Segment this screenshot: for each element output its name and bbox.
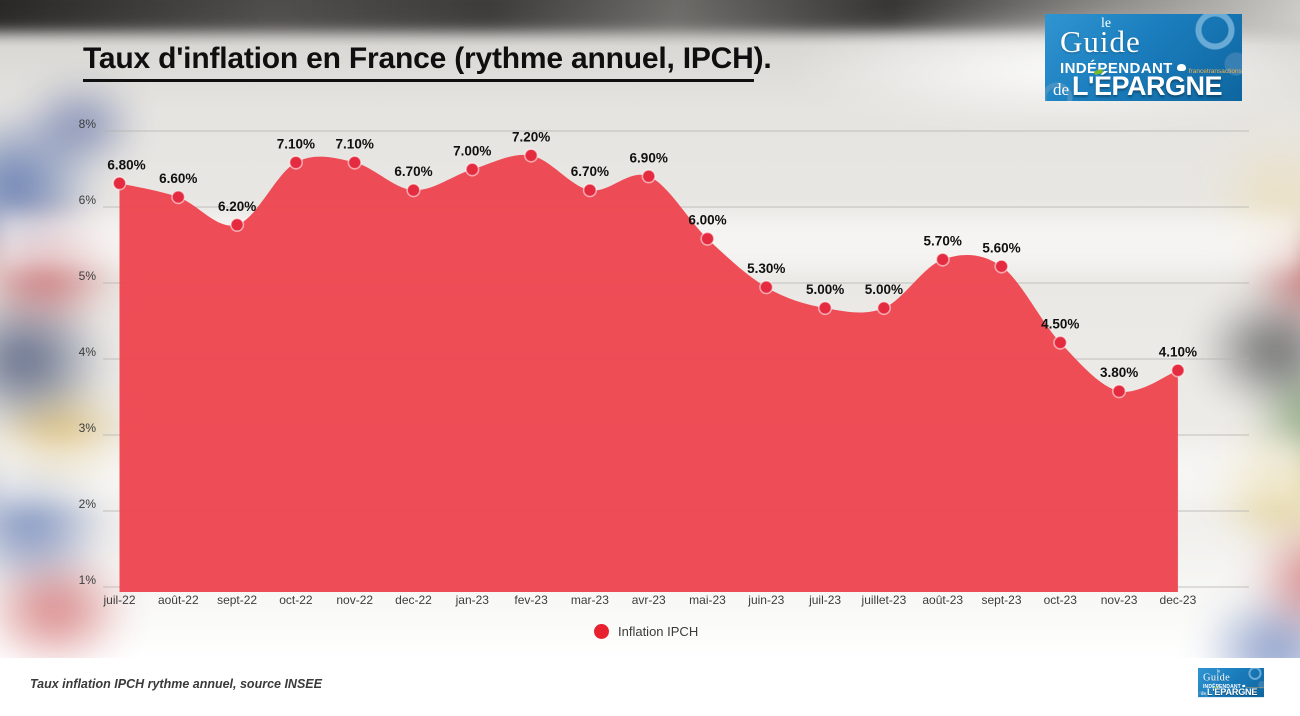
piggy-bank-icon	[1242, 684, 1246, 688]
x-tick-label: août-23	[922, 593, 963, 607]
logo-site-text: francetransactions.com	[1246, 686, 1264, 689]
x-tick-label: mar-23	[571, 593, 609, 607]
data-point[interactable]	[582, 183, 598, 198]
data-point[interactable]	[230, 217, 245, 232]
brand-logo-small-box: le Guide INDÉPENDANT francetransactions.c…	[1198, 668, 1264, 698]
x-tick-label: fev-23	[514, 593, 548, 607]
y-tick-label: 4%	[79, 345, 97, 359]
x-tick-label: août-22	[158, 593, 199, 607]
logo-epargne-text: L'ÉPARGNE	[1072, 71, 1222, 101]
data-point-label: 6.90%	[630, 150, 668, 165]
data-point[interactable]	[406, 183, 421, 198]
x-tick-label: nov-22	[336, 593, 373, 607]
data-point-label: 6.20%	[218, 199, 256, 214]
x-tick-label: sept-22	[217, 593, 257, 607]
page-title-suffix: ).	[753, 42, 772, 75]
data-point[interactable]	[994, 259, 1009, 274]
legend-marker-icon	[594, 624, 609, 639]
data-point-label: 7.10%	[336, 137, 374, 152]
brand-logo: le Guide INDÉPENDANT francetransactions.c…	[1045, 14, 1242, 101]
logo-le-text: le	[1101, 16, 1112, 31]
x-tick-label: avr-23	[632, 593, 666, 607]
data-point-label: 7.10%	[277, 137, 315, 152]
data-point[interactable]	[1170, 363, 1185, 378]
source-note: Taux inflation IPCH rythme annuel, sourc…	[30, 677, 322, 691]
x-tick-label: nov-23	[1101, 593, 1138, 607]
data-point[interactable]	[641, 169, 656, 184]
data-point-label: 4.10%	[1159, 344, 1197, 359]
data-point-label: 5.00%	[806, 282, 844, 297]
x-tick-label: mai-23	[689, 593, 726, 607]
data-point[interactable]	[347, 155, 362, 170]
brand-logo-small: le Guide INDÉPENDANT francetransactions.c…	[1198, 668, 1264, 698]
data-point-label: 3.80%	[1100, 365, 1138, 380]
data-point[interactable]	[1053, 335, 1068, 350]
data-point[interactable]	[112, 176, 127, 191]
x-tick-label: oct-23	[1044, 593, 1078, 607]
x-tick-label: juin-23	[747, 593, 784, 607]
footer-strip: Taux inflation IPCH rythme annuel, sourc…	[0, 658, 1300, 716]
logo-site-text: francetransactions.com	[1188, 68, 1242, 75]
logo-de-text: de	[1053, 80, 1070, 99]
chart-legend[interactable]: Inflation IPCH	[594, 624, 698, 639]
data-point[interactable]	[759, 280, 774, 295]
data-point-label: 5.70%	[924, 234, 962, 249]
data-point[interactable]	[171, 190, 186, 205]
y-tick-label: 2%	[79, 497, 97, 511]
logo-independant-word: INDÉPENDANT	[1203, 683, 1241, 690]
data-point[interactable]	[523, 148, 539, 163]
logo-independant-word: INDÉPENDANT	[1060, 60, 1173, 77]
data-point-label: 5.30%	[747, 261, 785, 276]
legend-label: Inflation IPCH	[618, 624, 699, 639]
data-point-label: 6.80%	[107, 157, 145, 172]
x-tick-label: dec-22	[395, 593, 432, 607]
data-point[interactable]	[465, 162, 480, 177]
data-point-label: 7.20%	[512, 130, 550, 145]
logo-epargne-row: deL'ÉPARGNE	[1201, 687, 1258, 697]
data-point[interactable]	[700, 231, 715, 246]
logo-guide-text: Guide	[1203, 671, 1231, 684]
page-title-main: Taux d'inflation en France (rythme annue…	[83, 42, 754, 82]
x-tick-label: jan-23	[455, 593, 490, 607]
data-point[interactable]	[288, 155, 304, 170]
logo-de-text: de	[1200, 690, 1207, 697]
y-tick-label: 3%	[79, 421, 97, 435]
brand-logo-box: le Guide INDÉPENDANT francetransactions.c…	[1045, 14, 1242, 101]
logo-circles-decoration-icon	[1198, 668, 1264, 698]
data-point-label: 6.70%	[394, 164, 432, 179]
data-point-label: 5.00%	[865, 282, 903, 297]
logo-circles-decoration-icon	[1045, 14, 1242, 101]
logo-independant-text: INDÉPENDANT francetransactions.com	[1203, 683, 1264, 689]
data-point-label: 6.00%	[688, 213, 726, 228]
y-tick-label: 1%	[79, 573, 97, 587]
x-tick-label: juil-22	[102, 593, 135, 607]
x-tick-label: dec-23	[1160, 593, 1197, 607]
inflation-area-chart: 8% 6% 5% 4% 3% 2% 1% juil-22 août-22 sept-22 oct-2…	[79, 117, 1249, 607]
piggy-bank-icon	[1176, 64, 1186, 71]
logo-epargne-text: L'ÉPARGNE	[1207, 687, 1258, 698]
logo-independant-text: INDÉPENDANT francetransactions.com	[1060, 60, 1242, 77]
data-point-label: 6.60%	[159, 171, 197, 186]
data-point[interactable]	[935, 252, 950, 267]
logo-guide-text: Guide	[1060, 24, 1141, 59]
data-point[interactable]	[876, 300, 892, 316]
y-tick-label: 6%	[79, 193, 97, 207]
x-tick-label: juillet-23	[861, 593, 907, 607]
logo-le-text: le	[1216, 668, 1221, 674]
data-point-label: 4.50%	[1041, 317, 1079, 332]
x-tick-label: oct-22	[279, 593, 313, 607]
page-title: Taux d'inflation en France (rythme annue…	[83, 42, 772, 82]
data-point-label: 6.70%	[571, 164, 609, 179]
x-tick-label: sept-23	[981, 593, 1021, 607]
x-tick-label: juil-23	[808, 593, 841, 607]
data-point-label: 7.00%	[453, 143, 491, 158]
y-tick-label: 5%	[79, 269, 97, 283]
area-series-inflation	[119, 154, 1178, 592]
data-point[interactable]	[817, 300, 833, 316]
y-tick-label: 8%	[79, 117, 97, 131]
data-point[interactable]	[1111, 384, 1127, 399]
data-point-label: 5.60%	[982, 240, 1020, 255]
